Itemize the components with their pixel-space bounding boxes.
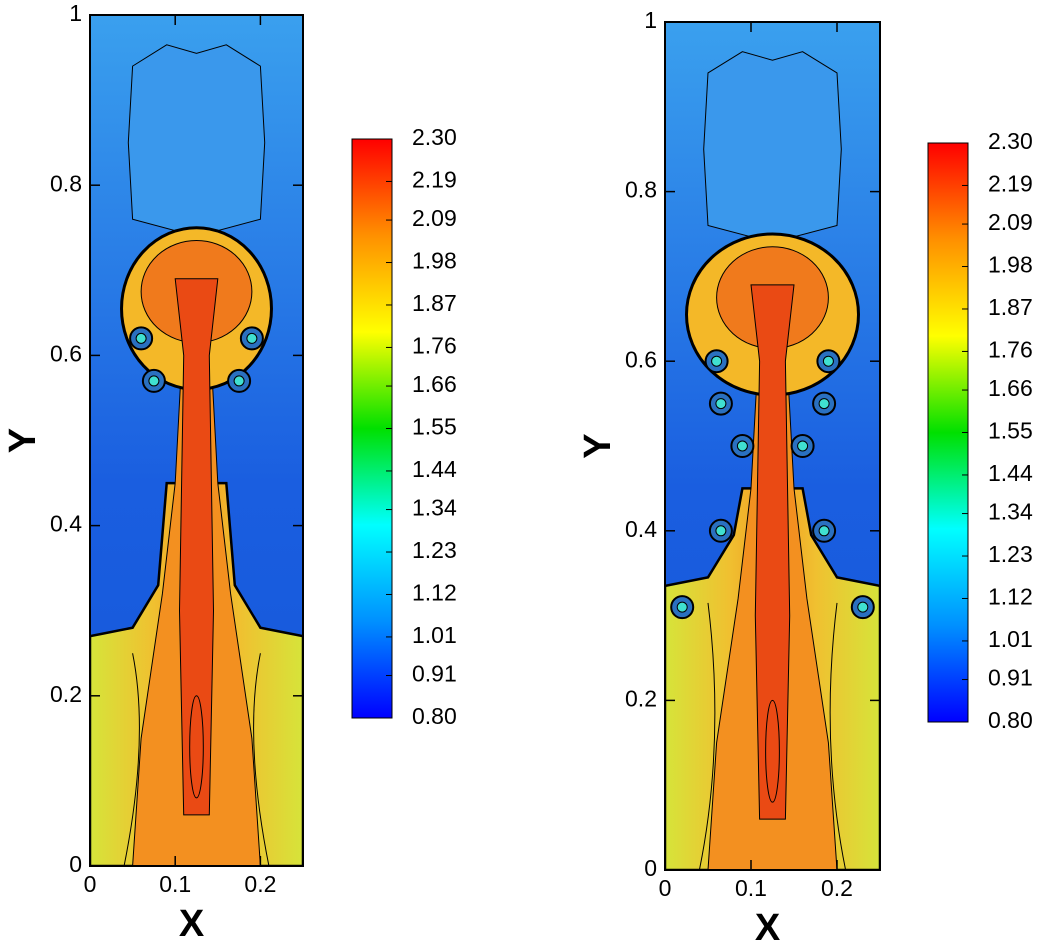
colorbar-tick-label: 1.01 [988,626,1033,652]
colorbar-tick-label: 2.09 [988,209,1033,235]
y-tick-label: 0 [644,855,657,881]
x-tick-label: 0.1 [735,875,767,901]
colorbar-tick-label: 0.80 [988,707,1033,733]
field [90,15,303,866]
plot-frame [89,14,304,867]
contour-line [123,653,140,866]
colorbar [351,138,393,719]
field [665,22,880,870]
plume-core [174,278,219,816]
y-tick-label: 0.8 [625,177,657,203]
eddy-core [715,525,727,537]
plume-core [750,284,795,820]
colorbar-tick-label: 1.44 [988,460,1033,486]
eddy-core [818,398,830,410]
y-tick-label: 1 [69,0,82,26]
colorbar-tick-label: 1.23 [988,541,1033,567]
y-tick-label: 0 [69,851,82,877]
eddy-core [857,601,869,613]
x-axis-label: X [755,907,781,949]
x-tick-label: 0 [84,871,97,897]
colorbar-tick-label: 0.91 [988,665,1033,691]
colorbar-tick-label: 1.12 [988,584,1033,610]
colorbar-tick-label: 1.66 [988,375,1033,401]
colorbar-tick-label: 0.91 [412,661,457,687]
y-axis-label: Y [577,433,619,458]
core-contour [765,699,780,803]
colorbar-tick-label: 1.76 [988,337,1033,363]
colorbar-tick-label: 1.66 [412,371,457,397]
colorbar-tick-label: 1.55 [412,414,457,440]
y-tick-label: 0.2 [50,681,82,707]
colorbar-tick-label: 1.34 [988,499,1033,525]
colorbar-tick-label: 1.55 [988,418,1033,444]
colorbar-tick-label: 2.30 [412,124,457,150]
colorbar-tick-label: 1.23 [412,537,457,563]
contour-line [253,653,270,866]
colorbar-tick-label: 2.09 [412,205,457,231]
colorbar-tick-label: 1.87 [412,290,457,316]
contour-line [698,602,716,870]
x-axis-label: X [179,903,205,945]
colorbar-tick-label: 1.98 [988,252,1033,278]
eddy-core [246,332,258,344]
y-tick-label: 0.8 [50,170,82,196]
x-tick-label: 0.2 [821,875,853,901]
x-tick-label: 0.2 [244,871,276,897]
y-tick-label: 0.4 [625,516,657,542]
x-tick-label: 0.1 [159,871,191,897]
colorbar-tick-label: 1.44 [412,456,457,482]
x-tick-label: 0 [659,875,672,901]
eddy-core [715,398,727,410]
contour-line [703,51,842,244]
colorbar-tick-label: 1.12 [412,580,457,606]
plot-frame [664,21,881,871]
eddy-core [736,440,748,452]
eddy-core [135,332,147,344]
colorbar-tick-label: 1.76 [412,333,457,359]
y-tick-label: 0.2 [625,685,657,711]
eddy-core [676,601,688,613]
colorbar-tick-label: 1.01 [412,622,457,648]
eddy-core [233,375,245,387]
colorbar-tick-label: 1.98 [412,248,457,274]
y-tick-label: 0.4 [50,511,82,537]
y-tick-label: 0.6 [50,340,82,366]
colorbar-tick-label: 2.19 [412,167,457,193]
eddy-core [822,355,834,367]
colorbar-tick-label: 2.30 [988,128,1033,154]
colorbar [927,142,969,723]
colorbar-tick-label: 1.87 [988,294,1033,320]
eddy-core [711,355,723,367]
eddy-core [797,440,809,452]
core-contour [189,695,204,799]
contour-line [127,44,266,237]
y-tick-label: 0.6 [625,346,657,372]
y-tick-label: 1 [644,7,657,33]
contour-line [829,602,847,870]
y-axis-label: Y [2,428,44,453]
eddy-core [818,525,830,537]
colorbar-tick-label: 2.19 [988,171,1033,197]
colorbar-tick-label: 0.80 [412,703,457,729]
eddy-core [148,375,160,387]
colorbar-tick-label: 1.34 [412,495,457,521]
